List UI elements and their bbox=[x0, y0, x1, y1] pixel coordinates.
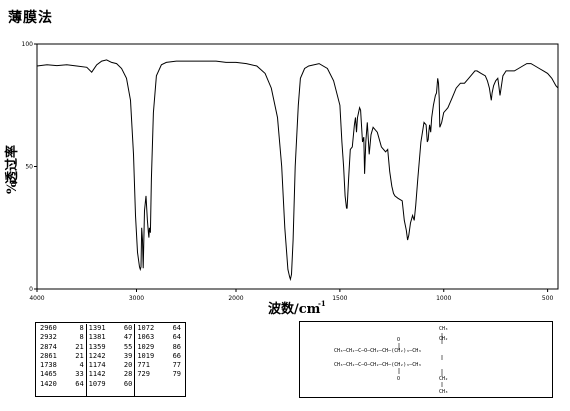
peak-wavenumber: 1359 bbox=[88, 342, 106, 351]
peak-transmittance: 21 bbox=[75, 351, 84, 360]
peak-table-row: 771 77 bbox=[135, 361, 181, 370]
structure-carbonyl-top: O bbox=[397, 337, 400, 343]
x-axis-ticks: 4000 3000 2000 1500 1000 500 bbox=[29, 289, 554, 302]
peak-transmittance: 60 bbox=[123, 379, 133, 388]
peak-wavenumber: 2861 bbox=[40, 351, 57, 360]
x-axis-label: 波数/cm bbox=[268, 301, 321, 317]
x-axis-title: 波数/cm -1 bbox=[268, 299, 326, 317]
chemical-structure: CH₃ CH₂ O CH₃—CH₂—C—O—CH₂—CH—(CH₂)₃—CH₃ … bbox=[334, 326, 448, 395]
structure-branch-label-bottom: CH₂ bbox=[439, 376, 448, 382]
peak-wavenumber: 1391 bbox=[88, 324, 106, 332]
peak-transmittance: 28 bbox=[123, 370, 133, 379]
peak-table-row: 729 79 bbox=[135, 370, 181, 379]
peak-table-row: 1029 86 bbox=[135, 343, 181, 352]
peak-transmittance: 86 bbox=[172, 342, 182, 351]
peak-table-row: 1019 66 bbox=[135, 352, 181, 361]
peak-table-row: 1242 39 bbox=[87, 352, 133, 361]
peak-transmittance: 33 bbox=[75, 370, 84, 379]
peak-table-row: 2874 21 bbox=[38, 343, 84, 352]
y-tick-label: 50 bbox=[25, 164, 33, 171]
peak-table-row: 1465 33 bbox=[38, 370, 84, 379]
peak-table-column: 1072 64 1063 64 1029 86 1019 66 771 77 729 79 bbox=[135, 324, 183, 396]
peak-wavenumber: 2960 bbox=[40, 324, 57, 332]
x-tick-label: 1000 bbox=[436, 295, 451, 302]
peak-transmittance: 39 bbox=[123, 351, 133, 360]
peak-transmittance: 66 bbox=[172, 351, 182, 360]
y-axis-title: % 透过率 bbox=[4, 145, 20, 194]
peak-transmittance: 20 bbox=[123, 361, 133, 370]
peak-wavenumber: 1465 bbox=[40, 370, 57, 379]
peak-table-row: 1063 64 bbox=[135, 333, 181, 342]
peak-wavenumber: 1063 bbox=[137, 333, 155, 342]
peak-wavenumber: 729 bbox=[137, 370, 150, 379]
y-tick-label: 100 bbox=[22, 41, 34, 48]
peak-table-row: 1391 60 bbox=[87, 324, 133, 333]
peak-table-column: 1391 60 1381 47 1359 55 1242 39 1174 20 1142 28 1079… bbox=[87, 324, 136, 396]
peak-table-row: 2861 21 bbox=[38, 352, 84, 361]
peak-table-column: 2960 8 2932 8 2874 21 2861 21 1738 4 1465 33 1420 64 bbox=[38, 324, 87, 396]
structure-row1: CH₃—CH₂—C—O—CH₂—CH—(CH₂)₃—CH₃ bbox=[334, 348, 421, 354]
structure-box: CH₃ CH₂ O CH₃—CH₂—C—O—CH₂—CH—(CH₂)₃—CH₃ … bbox=[299, 321, 553, 398]
spectrum-line bbox=[36, 59, 559, 282]
peak-wavenumber: 771 bbox=[137, 361, 150, 370]
peak-table: 2960 8 2932 8 2874 21 2861 21 1738 4 1465 33 1420 64 1… bbox=[35, 322, 186, 397]
peak-table-row: 1072 64 bbox=[135, 324, 181, 333]
peak-wavenumber: 1019 bbox=[137, 351, 155, 360]
peak-transmittance: 47 bbox=[123, 333, 133, 342]
peak-transmittance: 8 bbox=[79, 333, 84, 342]
peak-transmittance: 55 bbox=[123, 342, 133, 351]
peak-table-row: 1738 4 bbox=[38, 361, 84, 370]
peak-table-row: 2932 8 bbox=[38, 333, 84, 342]
peak-wavenumber: 1381 bbox=[88, 333, 106, 342]
structure-carbonyl-bottom: O bbox=[397, 376, 400, 382]
x-axis-label-superscript: -1 bbox=[318, 299, 326, 308]
peak-transmittance: 64 bbox=[75, 379, 84, 388]
peak-table-row: 1174 20 bbox=[87, 361, 133, 370]
peak-wavenumber: 1029 bbox=[137, 342, 155, 351]
y-axis-ticks: 100 50 0 bbox=[22, 41, 37, 293]
peak-transmittance: 79 bbox=[172, 370, 182, 379]
peak-table-row: 1381 47 bbox=[87, 333, 133, 342]
peak-table-row: 2960 8 bbox=[38, 324, 84, 333]
peak-transmittance: 4 bbox=[79, 361, 84, 370]
peak-table-row: 1420 64 bbox=[38, 380, 84, 389]
peak-wavenumber: 1420 bbox=[40, 379, 57, 388]
structure-row2: CH₃—CH₂—C—O—CH₂—CH—(CH₂)₃—CH₃ bbox=[334, 362, 421, 368]
y-axis-label-prefix: % bbox=[5, 181, 20, 194]
peak-wavenumber: 1142 bbox=[88, 370, 106, 379]
peak-wavenumber: 2932 bbox=[40, 333, 57, 342]
structure-bottom-substituent: CH₃ bbox=[439, 389, 448, 395]
structure-branch-label: CH₂ bbox=[439, 336, 448, 342]
x-tick-label: 1500 bbox=[332, 295, 347, 302]
peak-table-row: 1079 60 bbox=[87, 380, 133, 389]
peak-transmittance: 21 bbox=[75, 342, 84, 351]
x-tick-label: 500 bbox=[542, 295, 554, 302]
peak-transmittance: 64 bbox=[172, 333, 182, 342]
page-title: 薄膜法 bbox=[8, 10, 53, 26]
peak-wavenumber: 1079 bbox=[88, 379, 106, 388]
peak-wavenumber: 2874 bbox=[40, 342, 57, 351]
y-axis-label: 透过率 bbox=[4, 145, 20, 184]
peak-wavenumber: 1738 bbox=[40, 361, 57, 370]
structure-top-substituent: CH₃ bbox=[439, 326, 448, 332]
peak-table-row: 1359 55 bbox=[87, 343, 133, 352]
peak-table-row: 1142 28 bbox=[87, 370, 133, 379]
x-tick-label: 4000 bbox=[29, 295, 44, 302]
peak-transmittance: 77 bbox=[172, 361, 182, 370]
peak-wavenumber: 1242 bbox=[88, 351, 106, 360]
peak-wavenumber: 1072 bbox=[137, 324, 155, 332]
peak-wavenumber: 1174 bbox=[88, 361, 106, 370]
peak-transmittance: 60 bbox=[123, 324, 133, 332]
x-tick-label: 2000 bbox=[228, 295, 243, 302]
y-tick-label: 0 bbox=[29, 286, 33, 293]
peak-transmittance: 64 bbox=[172, 324, 182, 332]
x-tick-label: 3000 bbox=[129, 295, 144, 302]
plot-frame bbox=[36, 43, 559, 290]
peak-transmittance: 8 bbox=[79, 324, 84, 332]
